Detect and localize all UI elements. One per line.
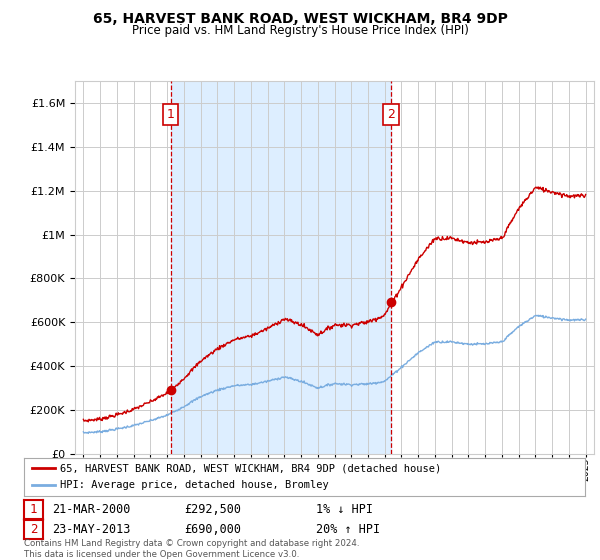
- Text: 65, HARVEST BANK ROAD, WEST WICKHAM, BR4 9DP: 65, HARVEST BANK ROAD, WEST WICKHAM, BR4…: [92, 12, 508, 26]
- Text: Price paid vs. HM Land Registry's House Price Index (HPI): Price paid vs. HM Land Registry's House …: [131, 24, 469, 36]
- Text: 1: 1: [30, 503, 37, 516]
- Text: £292,500: £292,500: [184, 503, 241, 516]
- Text: 21-MAR-2000: 21-MAR-2000: [52, 503, 131, 516]
- Text: 23-MAY-2013: 23-MAY-2013: [52, 522, 131, 536]
- Text: 1% ↓ HPI: 1% ↓ HPI: [316, 503, 373, 516]
- Text: £690,000: £690,000: [184, 522, 241, 536]
- Bar: [171, 81, 391, 454]
- Text: 1: 1: [167, 108, 175, 121]
- Text: Contains HM Land Registry data © Crown copyright and database right 2024.
This d: Contains HM Land Registry data © Crown c…: [24, 539, 359, 559]
- Text: 65, HARVEST BANK ROAD, WEST WICKHAM, BR4 9DP (detached house): 65, HARVEST BANK ROAD, WEST WICKHAM, BR4…: [61, 463, 442, 473]
- Text: 2: 2: [30, 522, 37, 536]
- Text: 2: 2: [387, 108, 395, 121]
- Text: 20% ↑ HPI: 20% ↑ HPI: [316, 522, 380, 536]
- Text: HPI: Average price, detached house, Bromley: HPI: Average price, detached house, Brom…: [61, 480, 329, 490]
